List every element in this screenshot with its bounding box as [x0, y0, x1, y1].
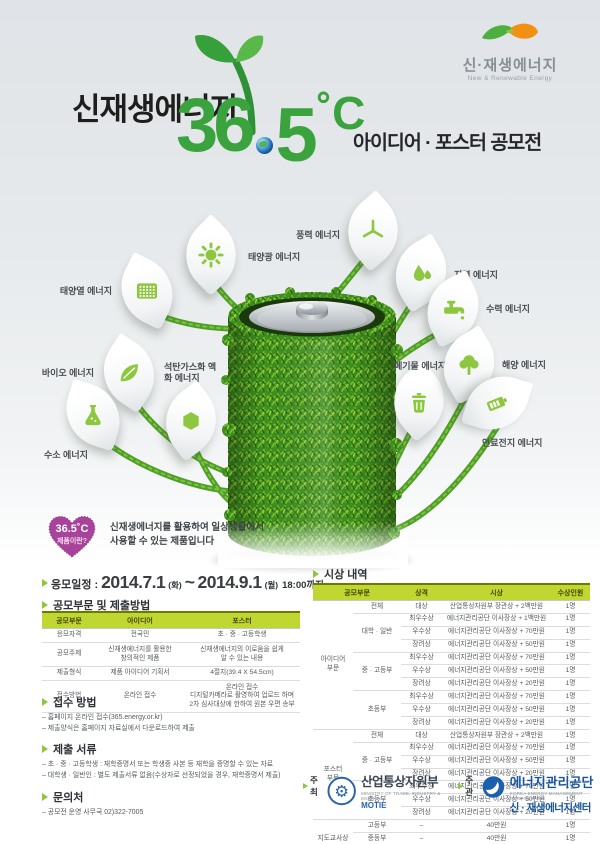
svg-text:⚙: ⚙	[334, 782, 349, 801]
tree-icon	[459, 355, 479, 376]
energy-label: 태양광 에너지	[248, 252, 301, 262]
energy-leaf-fuel-cell: 연료전지 에너지	[460, 366, 542, 448]
energy-label: 석탄가스화 액화 에너지	[164, 362, 217, 383]
page-title: 신재생에너지	[72, 92, 238, 127]
end-date: 2014.9.1	[197, 572, 263, 592]
energy-label: 풍력 에너지	[296, 230, 340, 240]
energy-leaf-wind: 풍력 에너지	[296, 190, 414, 272]
organizer-sub: 신 · 재생에너지센터	[509, 802, 592, 815]
energy-leaf-waste: 폐기물 에너지	[378, 360, 460, 442]
kemco-logo-icon	[482, 776, 505, 798]
badge-temp: 36.5˚C	[55, 523, 89, 535]
energy-leaf-geothermal: 지열 에너지	[381, 233, 498, 313]
info-sections: 접수 방법 – 홈페이지 온라인 접수(365.energy.or.kr) – …	[42, 694, 314, 826]
arrow-icon	[42, 698, 48, 706]
energy-label: 수력 에너지	[486, 304, 530, 314]
number-36: 36	[176, 83, 256, 168]
energy-leaf-bio: 바이오 에너지	[42, 332, 170, 414]
flask-icon	[85, 404, 101, 426]
start-date: 2014.7.1	[101, 572, 166, 592]
energy-leaf-coal-gas: 석탄가스화 액화 에너지	[150, 362, 232, 462]
heart-icon	[48, 516, 96, 558]
arrow-icon	[458, 783, 464, 789]
host-name: 산업통상자원부	[361, 775, 439, 789]
faucet-icon	[444, 300, 465, 320]
organizers: 주최 ⚙ 산업통상자원부 MINISTRY OF TRADE, INDUSTRY…	[303, 772, 600, 815]
contact-phone: – 공모전 운영 사무국 02)322-7005	[42, 808, 144, 816]
water-drops-icon	[413, 264, 432, 281]
number-5: 5	[275, 93, 318, 178]
brand-name: 신·재생에너지	[462, 57, 558, 74]
energy-label: 연료전지 에너지	[482, 438, 543, 448]
badge-description: 신재생에너지를 활용하여 일상생활에서 사용할 수 있는 제품입니다	[110, 521, 264, 547]
energy-label: 해양 에너지	[502, 360, 546, 370]
organizer-name: 에너지관리공단	[509, 775, 594, 790]
motie-emblem-icon: ⚙	[327, 776, 356, 806]
energy-label: 지열 에너지	[454, 270, 498, 280]
submission-table: 공모부문 아이디어 포스터 응모자격 전국민 초 · 중 · 고등학생 공모주제 신재생에너지…	[42, 611, 300, 714]
leaf-icon	[120, 364, 138, 382]
arrow-icon	[42, 745, 48, 754]
method-section: 접수 방법 – 홈페이지 온라인 접수(365.energy.or.kr) – …	[42, 697, 195, 732]
motie-abbr: MOTIE	[361, 800, 387, 810]
brand-subtitle: New & Renewable Energy	[467, 75, 553, 82]
energy-label: 태양열 에너지	[59, 286, 112, 296]
documents-section: 제출 서류 – 초 · 중 · 고등학생 : 재학증명서 또는 학생증 사본 등…	[42, 744, 281, 780]
energy-leaf-hydro: 수력 에너지	[413, 269, 530, 349]
degree-symbol: ˚C	[316, 87, 366, 139]
schedule-line: 응모일정 : 2014.7.1 (화) ~ 2014.9.1 (월) 18:00…	[42, 572, 324, 593]
arrow-icon	[313, 570, 319, 578]
title-365: 36 5 ˚C	[176, 83, 366, 173]
contest-subtitle: 아이디어 · 포스터 공모전	[353, 132, 542, 154]
hexagon-icon	[183, 412, 199, 430]
arrow-icon	[42, 792, 48, 801]
product-definition: 36.5˚C 제품이란? 신재생에너지를 활용하여 일상생활에서 사용할 수 있…	[44, 509, 264, 561]
solar-pv-icon	[198, 242, 224, 268]
trash-icon	[411, 392, 427, 413]
energy-leaf-ocean: 해양 에너지	[429, 325, 546, 405]
battery-icon	[486, 396, 507, 412]
arrow-icon	[303, 783, 308, 789]
host-block: 주최 ⚙ 산업통상자원부 MINISTRY OF TRADE, INDUSTRY…	[303, 772, 444, 811]
contact-section: 문의처 – 공모전 운영 사무국 02)322-7005	[42, 789, 314, 819]
arrow-icon	[42, 579, 48, 587]
badge-question: 제품이란?	[56, 538, 88, 545]
energy-leaf-solar-thermal: 태양열 에너지	[60, 251, 187, 331]
organizer-block: 주관 에너지관리공단 KOREA ENERGY MANAGEMENT CORPO…	[458, 772, 600, 815]
solar-panel-icon	[136, 283, 158, 299]
submission-section-title: 공모부문 및 제출방법	[42, 597, 150, 613]
prize-table: 공모부문 상격 시상 수상인원 아이디어 부문 전체 대상 산업통상자원부 장관상 + 2백만원…	[313, 583, 590, 844]
brand-logo: 신·재생에너지 New & Renewable Energy	[430, 18, 590, 82]
energy-leaf-solar-pv: 태양광 에너지	[169, 213, 300, 297]
energy-label: 수소 에너지	[44, 450, 88, 460]
prize-section-title: 시상 내역	[313, 566, 368, 582]
energy-label: 폐기물 에너지	[394, 361, 447, 371]
arrow-icon	[42, 601, 48, 609]
heart-badge: 36.5˚C 제품이란?	[44, 509, 100, 561]
wind-turbine-icon	[362, 219, 384, 238]
energy-label: 바이오 에너지	[41, 368, 94, 378]
earth-icon	[255, 137, 273, 155]
energy-leaf-hydrogen: 수소 에너지	[44, 378, 130, 460]
brand-swoosh-icon	[482, 23, 538, 40]
